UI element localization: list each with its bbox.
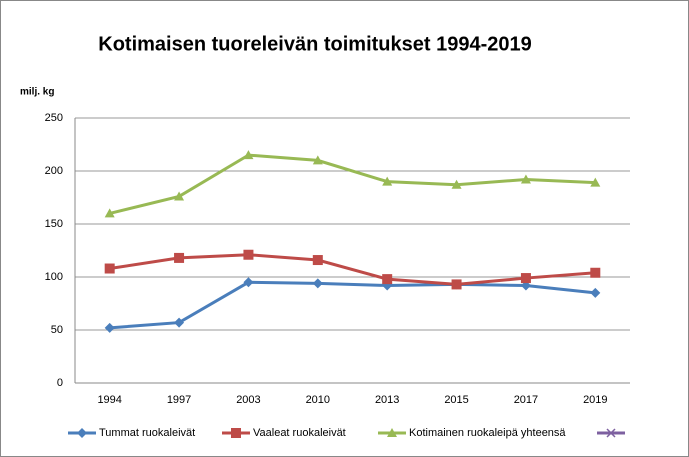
legend-label: Tummat ruokaleivät	[99, 427, 195, 439]
marker	[520, 273, 531, 284]
legend-item: Kotimainen ruokaleipä yhteensä	[378, 427, 566, 439]
y-tick-label: 0	[57, 377, 63, 389]
y-axis-label: milj. kg	[20, 87, 54, 98]
marker	[520, 174, 531, 184]
x-tick-label: 2010	[306, 394, 330, 406]
marker	[174, 252, 185, 263]
marker	[104, 263, 115, 274]
series	[104, 150, 601, 218]
y-tick-label: 100	[45, 271, 63, 283]
legend-label: Vaaleat ruokaleivät	[253, 427, 346, 439]
marker	[590, 287, 601, 298]
marker	[174, 317, 185, 328]
series-line	[109, 280, 596, 330]
legend-item: Tummat ruokaleivät	[68, 427, 195, 439]
marker	[174, 191, 185, 201]
marker	[382, 176, 393, 186]
x-tick-label: 2019	[583, 394, 607, 406]
x-tick-label: 1997	[167, 394, 191, 406]
marker	[243, 249, 254, 260]
marker	[312, 278, 323, 289]
legend-marker	[606, 428, 616, 438]
legend-item: Vaaleat ruokaleivät	[222, 427, 346, 439]
chart-title: Kotimaisen tuoreleivän toimitukset 1994-…	[98, 33, 532, 55]
series	[104, 249, 601, 290]
x-tick-label: 2015	[444, 394, 468, 406]
legend-label: Kotimainen ruokaleipä yhteensä	[409, 427, 566, 439]
y-tick-label: 50	[51, 324, 63, 336]
series-line	[109, 253, 596, 286]
marker	[77, 428, 87, 438]
marker	[312, 255, 323, 266]
marker	[451, 179, 462, 189]
marker	[243, 150, 254, 160]
y-tick-label: 250	[45, 112, 63, 124]
marker	[231, 428, 241, 438]
marker	[382, 274, 393, 285]
x-tick-label: 1994	[97, 394, 121, 406]
marker	[312, 155, 323, 165]
marker	[104, 208, 115, 218]
x-tick-label: 2013	[375, 394, 399, 406]
marker	[104, 322, 115, 333]
marker	[243, 277, 254, 288]
series-line	[109, 153, 596, 215]
legend-extra	[597, 428, 625, 438]
marker	[451, 279, 462, 290]
marker	[590, 267, 601, 278]
series	[104, 277, 601, 333]
x-tick-label: 2017	[514, 394, 538, 406]
marker	[590, 177, 601, 187]
marker	[387, 428, 397, 437]
y-tick-label: 200	[45, 165, 63, 177]
y-tick-label: 150	[45, 218, 63, 230]
x-tick-label: 2003	[236, 394, 260, 406]
